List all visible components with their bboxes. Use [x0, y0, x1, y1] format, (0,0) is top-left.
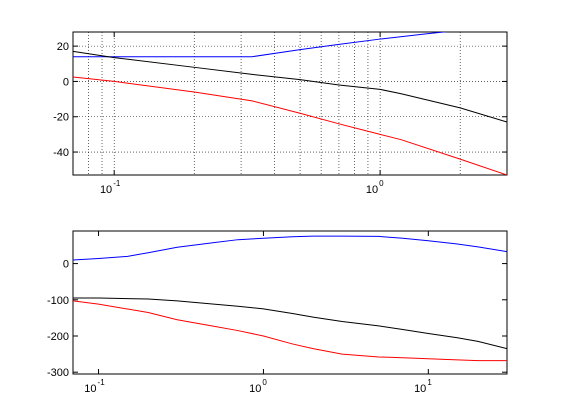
- magnitude-y-tick-label: 20: [57, 41, 69, 53]
- magnitude-y-tick-label: -20: [53, 112, 69, 124]
- magnitude-y-tick-label: 0: [63, 76, 69, 88]
- phase-x-tick-label: 10: [414, 383, 426, 395]
- phase-series-line-2: [73, 297, 507, 350]
- phase-series-line-3: [73, 300, 507, 362]
- magnitude-x-tick-exponent: -1: [113, 179, 121, 188]
- phase-y-tick-label: -100: [47, 295, 69, 307]
- magnitude-series-line-3: [73, 76, 507, 175]
- phase-x-tick-exponent: -1: [98, 378, 106, 387]
- phase-y-tick-label: 0: [63, 259, 69, 271]
- magnitude-x-tick-exponent: 0: [379, 179, 384, 188]
- magnitude-x-tick-label: 10: [366, 184, 378, 196]
- magnitude-y-tick-label: -40: [53, 147, 69, 159]
- phase-x-tick-label: 10: [249, 383, 261, 395]
- phase-series-line-1: [73, 235, 507, 261]
- phase-x-tick-exponent: 0: [262, 378, 267, 387]
- magnitude-series-line-1: [73, 32, 449, 58]
- phase-plot-area: [72, 230, 508, 375]
- magnitude-series-line-2: [73, 50, 507, 123]
- phase-y-tick-label: -200: [47, 331, 69, 343]
- phase-x-tick-exponent: 1: [427, 378, 432, 387]
- magnitude-x-tick-label: 10: [100, 184, 112, 196]
- phase-y-tick-label: -300: [47, 367, 69, 379]
- phase-x-tick-label: 10: [84, 383, 96, 395]
